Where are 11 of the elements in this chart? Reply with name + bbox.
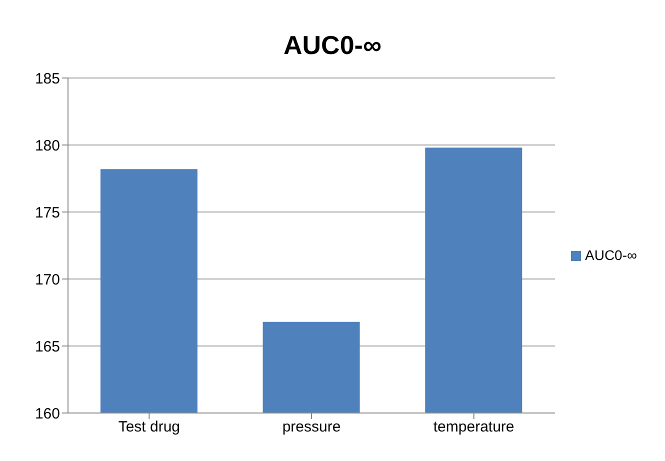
x-tick-label: pressure bbox=[282, 418, 341, 436]
y-tick-label: 160 bbox=[34, 405, 60, 422]
chart-title: AUC0-∞ bbox=[282, 29, 382, 60]
y-tick-label: 185 bbox=[34, 70, 60, 88]
y-tick-label: 170 bbox=[34, 271, 60, 288]
y-tick-label: 165 bbox=[34, 338, 60, 356]
x-tick-label: temperature bbox=[433, 418, 514, 436]
y-tick-label: 180 bbox=[34, 137, 60, 154]
legend-label: AUC0-∞ bbox=[585, 246, 637, 262]
x-tick-label: Test drug bbox=[118, 418, 180, 436]
y-tick-label: 175 bbox=[34, 204, 60, 222]
